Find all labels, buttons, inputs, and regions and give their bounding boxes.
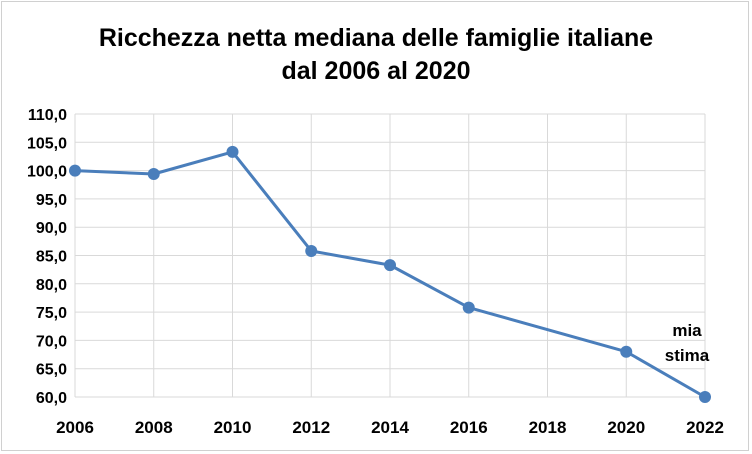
chart-title-line-1: Ricchezza netta mediana delle famiglie i…	[98, 24, 654, 52]
y-tick-label: 60,0	[36, 390, 67, 407]
annotation-line-1: mia	[672, 321, 702, 340]
y-tick-label: 80,0	[36, 277, 67, 294]
data-point	[305, 244, 318, 257]
y-tick-label: 95,0	[36, 192, 67, 209]
chart-title-line-2: dal 2006 al 2020	[281, 57, 471, 85]
data-point	[147, 167, 160, 180]
series-line	[74, 150, 706, 399]
data-point	[620, 345, 633, 358]
data-point	[384, 259, 396, 272]
x-tick-label: 2010	[214, 418, 252, 437]
y-tick-label: 105,0	[27, 135, 67, 152]
x-tick-label: 2022	[686, 418, 724, 437]
x-tick-label: 2016	[450, 418, 488, 437]
annotation-line-2: stima	[665, 346, 710, 365]
x-tick-label: 2006	[56, 418, 94, 437]
y-tick-label: 75,0	[36, 305, 67, 322]
y-tick-label: 65,0	[36, 362, 67, 379]
y-tick-label: 100,0	[27, 164, 67, 181]
y-tick-label: 90,0	[36, 220, 67, 237]
chart-title: Ricchezza netta mediana delle famiglie i…	[0, 22, 752, 88]
x-tick-label: 2020	[607, 418, 645, 437]
x-tick-label: 2014	[371, 418, 409, 437]
y-tick-label: 85,0	[36, 249, 67, 266]
data-point	[699, 391, 711, 403]
y-tick-label: 110,0	[28, 107, 67, 124]
x-tick-label: 2012	[292, 418, 330, 437]
x-tick-label: 2018	[529, 418, 567, 437]
data-point	[226, 145, 239, 158]
data-point	[462, 301, 475, 314]
x-tick-label: 2008	[135, 418, 173, 437]
y-tick-label: 70,0	[36, 333, 67, 350]
data-point	[69, 164, 81, 177]
